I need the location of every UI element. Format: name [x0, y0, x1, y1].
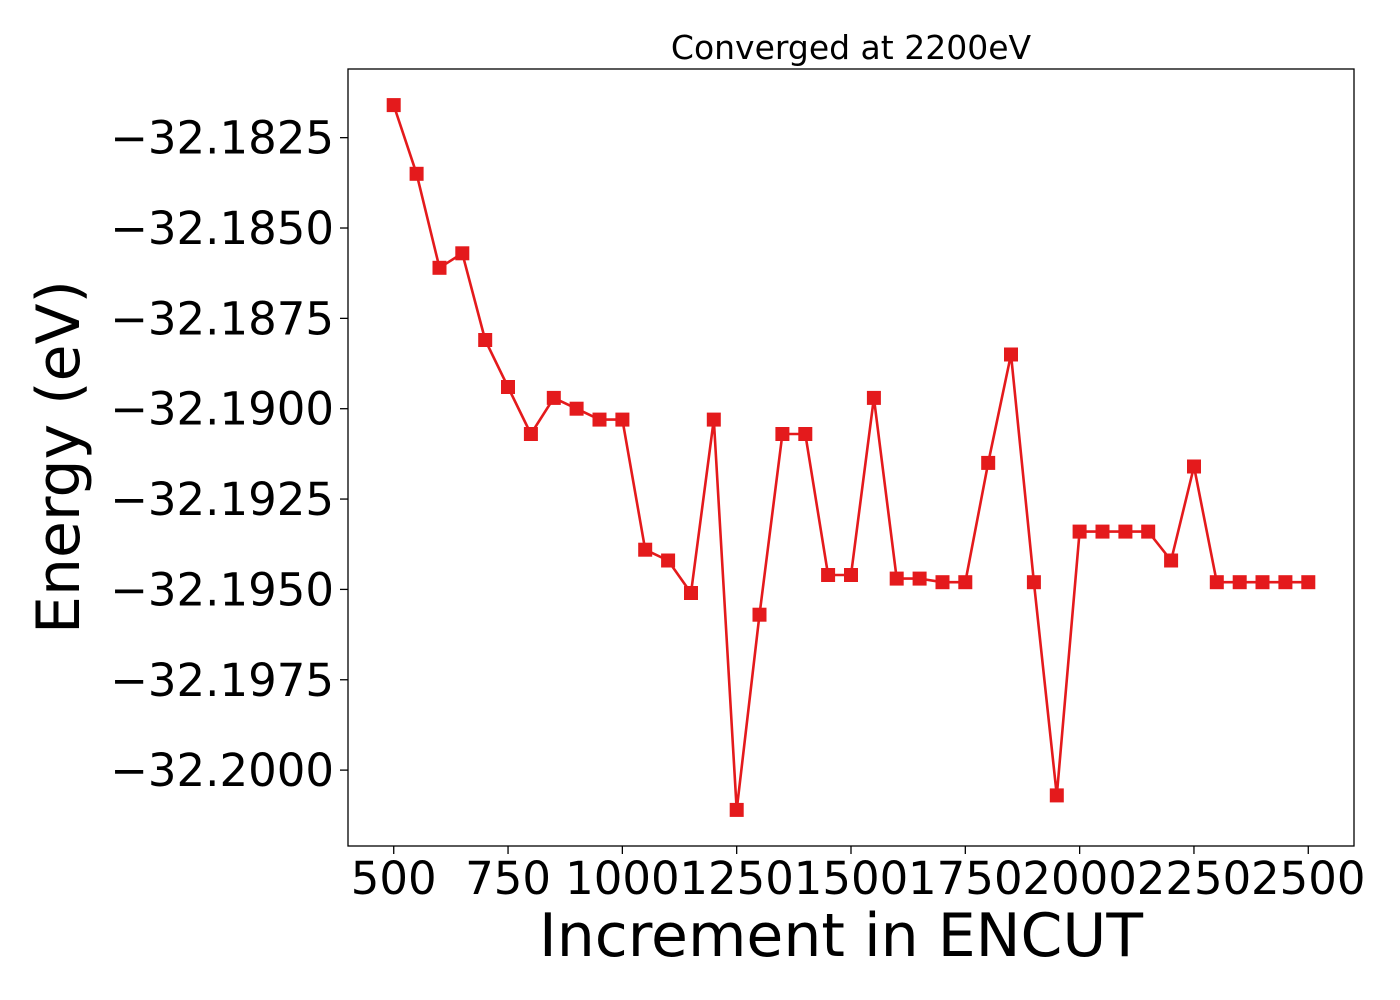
data-point [866, 390, 881, 405]
y-tick-label: −32.1950 [110, 563, 334, 616]
data-point [1278, 575, 1293, 590]
x-tick-label: 750 [465, 852, 551, 905]
y-tick-label: −32.1975 [110, 654, 334, 707]
data-point [432, 260, 447, 275]
data-point [729, 802, 744, 817]
data-point [478, 333, 493, 347]
data-point [455, 246, 470, 261]
data-point [1164, 553, 1179, 568]
y-tick-label: −32.1925 [110, 473, 334, 526]
data-point [546, 390, 561, 405]
y-tick-label: −32.1875 [110, 292, 334, 345]
data-point [1255, 575, 1270, 590]
data-point [1026, 575, 1041, 590]
data-point [1232, 575, 1247, 590]
x-tick-label: 1750 [908, 852, 1023, 905]
y-axis-label: Energy (eV) [24, 280, 94, 634]
data-point [981, 455, 996, 470]
y-tick-label: −32.1900 [110, 383, 334, 436]
x-tick-label: 1500 [794, 852, 909, 905]
y-tick-label: −32.2000 [110, 744, 334, 797]
x-tick-label: 2000 [1022, 852, 1137, 905]
series-markers [386, 98, 1316, 817]
x-axis: 500 750 1000 1250 1500 1750 2000 2250 2500 [351, 846, 1366, 905]
data-point [661, 553, 676, 568]
x-tick-label: 2500 [1251, 852, 1366, 905]
data-point [592, 412, 607, 427]
data-point [958, 575, 973, 590]
data-point [1301, 575, 1316, 590]
data-point [409, 166, 424, 181]
data-point [912, 571, 927, 586]
x-tick-label: 1250 [679, 852, 794, 905]
data-point [706, 412, 721, 427]
x-tick-label: 1000 [565, 852, 680, 905]
data-point [615, 412, 630, 427]
x-axis-label: Increment in ENCUT [539, 901, 1143, 971]
y-tick-label: −32.1850 [110, 202, 334, 255]
data-point [1118, 524, 1133, 539]
data-point [798, 427, 813, 441]
data-point [1004, 347, 1018, 362]
data-point [1072, 524, 1087, 539]
data-point [1095, 524, 1110, 539]
data-point [752, 607, 767, 622]
data-point [775, 427, 790, 441]
data-point [935, 575, 950, 590]
x-tick-label: 500 [351, 852, 437, 905]
data-point [1049, 788, 1064, 803]
x-tick-label: 2250 [1137, 852, 1252, 905]
data-point [1141, 524, 1156, 539]
data-point [1209, 575, 1224, 590]
chart-title: Converged at 2200eV [671, 28, 1032, 67]
data-point [523, 427, 538, 441]
y-axis: −32.1825 −32.1850 −32.1875 −32.1900 −32.1925… [110, 112, 348, 797]
data-point [684, 586, 698, 600]
data-point [386, 98, 401, 113]
data-point [844, 568, 858, 582]
data-point [1187, 459, 1201, 474]
data-point [889, 571, 904, 586]
data-point [501, 380, 515, 394]
data-point [638, 542, 653, 557]
data-point [569, 401, 584, 416]
data-point [821, 568, 836, 582]
plot-area [347, 68, 1355, 847]
y-tick-label: −32.1825 [110, 112, 334, 165]
